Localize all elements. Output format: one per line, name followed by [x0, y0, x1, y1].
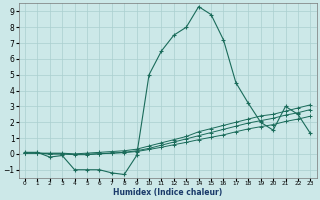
X-axis label: Humidex (Indice chaleur): Humidex (Indice chaleur) — [113, 188, 222, 197]
